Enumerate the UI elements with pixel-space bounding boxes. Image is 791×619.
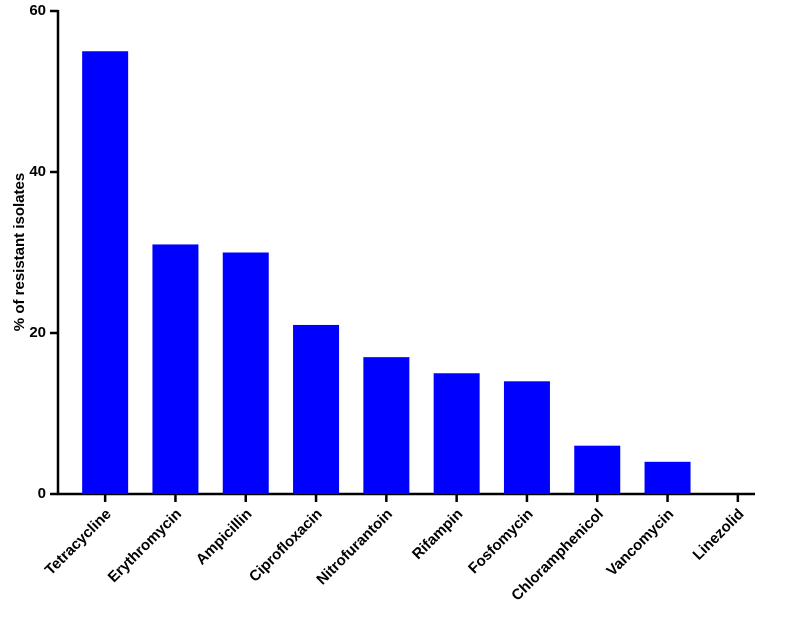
- bar: [222, 252, 269, 494]
- x-tick-label: Ampicillin: [193, 506, 256, 569]
- bar: [152, 244, 199, 494]
- bar: [293, 324, 340, 494]
- bar: [82, 51, 129, 494]
- x-tick-label: Linezolid: [690, 506, 748, 564]
- bar: [574, 445, 621, 494]
- y-tick-label: 0: [38, 485, 46, 502]
- x-tick-label: Erythromycin: [105, 506, 185, 586]
- bar: [644, 461, 691, 494]
- y-tick-label: 60: [29, 2, 46, 19]
- x-tick-label: Vancomycin: [603, 506, 677, 580]
- bar: [433, 373, 480, 494]
- bar: [363, 357, 410, 494]
- x-tick-label: Tetracycline: [42, 506, 115, 579]
- x-tick-label: Ciprofloxacin: [246, 506, 326, 586]
- x-tick-label: Fosfomycin: [465, 506, 537, 578]
- y-tick-label: 20: [29, 324, 46, 341]
- x-tick-label: Rifampin: [409, 506, 466, 563]
- bar: [503, 381, 550, 494]
- y-tick-label: 40: [29, 163, 46, 180]
- y-axis-label: % of resistant isolates: [11, 173, 28, 331]
- x-tick-label: Nitrofurantoin: [313, 506, 396, 589]
